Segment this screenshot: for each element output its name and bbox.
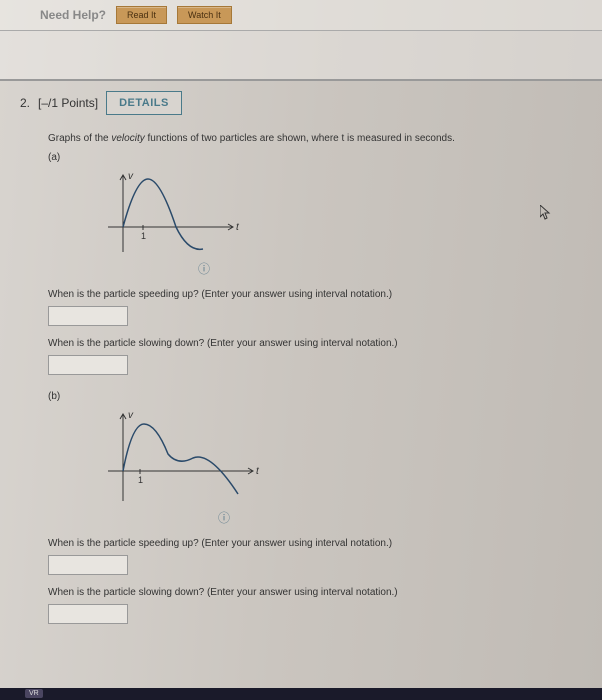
question-header: 2. [–/1 Points] DETAILS (0, 81, 602, 123)
svg-text:v: v (128, 171, 134, 182)
help-bar: Need Help? Read It Watch It (0, 0, 602, 31)
part-a-answer2-input[interactable] (48, 355, 128, 375)
part-a-label: (a) (48, 152, 562, 163)
page-container: Need Help? Read It Watch It 2. [–/1 Poin… (0, 0, 602, 700)
question-prompt: Graphs of the velocity functions of two … (48, 133, 562, 144)
question-body: Graphs of the velocity functions of two … (0, 123, 602, 650)
part-b: (b) 1 v t ⓘ When is the particle speeding … (48, 391, 562, 624)
part-a: (a) 1 v t ⓘ When is the particle speeding … (48, 152, 562, 375)
question-points: [–/1 Points] (38, 96, 98, 110)
svg-text:v: v (128, 410, 134, 421)
part-a-q2: When is the particle slowing down? (Ente… (48, 338, 562, 349)
info-icon-a[interactable]: ⓘ (198, 260, 210, 277)
part-b-label: (b) (48, 391, 562, 402)
question-number: 2. (20, 96, 30, 110)
part-a-q1: When is the particle speeding up? (Enter… (48, 289, 562, 300)
svg-text:t: t (236, 222, 240, 233)
part-b-answer2-input[interactable] (48, 604, 128, 624)
cursor-icon (540, 205, 552, 224)
vr-badge: VR (25, 689, 43, 698)
watch-it-button[interactable]: Watch It (177, 6, 232, 24)
prompt-post: functions of two particles are shown, wh… (145, 133, 455, 144)
info-icon-b[interactable]: ⓘ (218, 509, 230, 526)
graph-b: 1 v t (98, 406, 268, 506)
section-spacer (0, 31, 602, 81)
part-b-answer1-input[interactable] (48, 555, 128, 575)
svg-text:1: 1 (141, 231, 146, 241)
read-it-button[interactable]: Read It (116, 6, 167, 24)
part-b-q2: When is the particle slowing down? (Ente… (48, 587, 562, 598)
prompt-pre: Graphs of the (48, 133, 111, 144)
graph-b-container: 1 v t ⓘ (98, 406, 562, 526)
details-button[interactable]: DETAILS (106, 91, 182, 115)
graph-a: 1 v t (98, 167, 248, 257)
help-label: Need Help? (40, 8, 106, 22)
part-a-answer1-input[interactable] (48, 306, 128, 326)
prompt-italic: velocity (111, 133, 144, 144)
part-b-q1: When is the particle speeding up? (Enter… (48, 538, 562, 549)
taskbar[interactable] (0, 688, 602, 700)
svg-text:1: 1 (138, 475, 143, 485)
svg-text:t: t (256, 466, 260, 477)
graph-a-container: 1 v t ⓘ (98, 167, 562, 277)
